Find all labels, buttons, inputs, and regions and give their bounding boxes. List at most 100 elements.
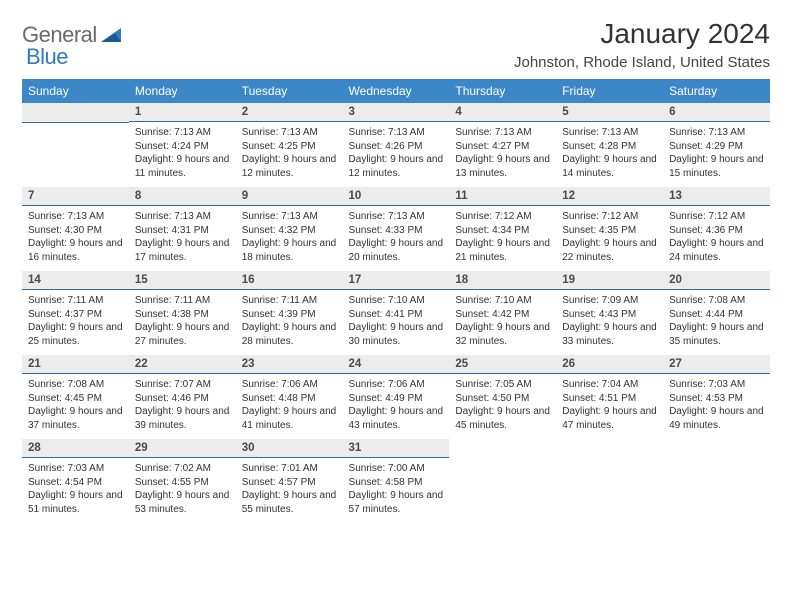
- calendar-cell: 8Sunrise: 7:13 AMSunset: 4:31 PMDaylight…: [129, 187, 236, 271]
- day-number: 1: [129, 103, 236, 122]
- calendar-cell: 20Sunrise: 7:08 AMSunset: 4:44 PMDayligh…: [663, 271, 770, 355]
- day-content: Sunrise: 7:00 AMSunset: 4:58 PMDaylight:…: [343, 458, 450, 518]
- calendar-cell: 13Sunrise: 7:12 AMSunset: 4:36 PMDayligh…: [663, 187, 770, 271]
- calendar-cell: 18Sunrise: 7:10 AMSunset: 4:42 PMDayligh…: [449, 271, 556, 355]
- calendar-cell: 1Sunrise: 7:13 AMSunset: 4:24 PMDaylight…: [129, 103, 236, 187]
- calendar-body: 1Sunrise: 7:13 AMSunset: 4:24 PMDaylight…: [22, 103, 770, 523]
- calendar-row: 28Sunrise: 7:03 AMSunset: 4:54 PMDayligh…: [22, 439, 770, 523]
- calendar-cell: 11Sunrise: 7:12 AMSunset: 4:34 PMDayligh…: [449, 187, 556, 271]
- day-content: Sunrise: 7:13 AMSunset: 4:33 PMDaylight:…: [343, 206, 450, 266]
- weekday-header: Wednesday: [343, 79, 450, 103]
- weekday-header: Saturday: [663, 79, 770, 103]
- calendar-cell: 10Sunrise: 7:13 AMSunset: 4:33 PMDayligh…: [343, 187, 450, 271]
- day-content: Sunrise: 7:11 AMSunset: 4:37 PMDaylight:…: [22, 290, 129, 350]
- day-content: Sunrise: 7:03 AMSunset: 4:54 PMDaylight:…: [22, 458, 129, 518]
- day-content: Sunrise: 7:01 AMSunset: 4:57 PMDaylight:…: [236, 458, 343, 518]
- day-content: Sunrise: 7:08 AMSunset: 4:45 PMDaylight:…: [22, 374, 129, 434]
- day-content: Sunrise: 7:03 AMSunset: 4:53 PMDaylight:…: [663, 374, 770, 434]
- calendar-cell: 9Sunrise: 7:13 AMSunset: 4:32 PMDaylight…: [236, 187, 343, 271]
- calendar-cell: 27Sunrise: 7:03 AMSunset: 4:53 PMDayligh…: [663, 355, 770, 439]
- day-content: Sunrise: 7:12 AMSunset: 4:34 PMDaylight:…: [449, 206, 556, 266]
- day-number: 9: [236, 187, 343, 206]
- calendar-row: 7Sunrise: 7:13 AMSunset: 4:30 PMDaylight…: [22, 187, 770, 271]
- title-block: January 2024 Johnston, Rhode Island, Uni…: [514, 18, 770, 71]
- calendar-cell: 4Sunrise: 7:13 AMSunset: 4:27 PMDaylight…: [449, 103, 556, 187]
- day-content: Sunrise: 7:13 AMSunset: 4:31 PMDaylight:…: [129, 206, 236, 266]
- calendar-cell: 2Sunrise: 7:13 AMSunset: 4:25 PMDaylight…: [236, 103, 343, 187]
- day-content: Sunrise: 7:12 AMSunset: 4:35 PMDaylight:…: [556, 206, 663, 266]
- day-number: 11: [449, 187, 556, 206]
- logo-triangle-icon: [101, 26, 123, 44]
- day-content: Sunrise: 7:02 AMSunset: 4:55 PMDaylight:…: [129, 458, 236, 518]
- day-number: 24: [343, 355, 450, 374]
- calendar-cell: 17Sunrise: 7:10 AMSunset: 4:41 PMDayligh…: [343, 271, 450, 355]
- calendar-cell: 26Sunrise: 7:04 AMSunset: 4:51 PMDayligh…: [556, 355, 663, 439]
- day-number: 20: [663, 271, 770, 290]
- calendar-cell: 24Sunrise: 7:06 AMSunset: 4:49 PMDayligh…: [343, 355, 450, 439]
- header: General January 2024 Johnston, Rhode Isl…: [22, 18, 770, 71]
- day-number: 3: [343, 103, 450, 122]
- day-number: 26: [556, 355, 663, 374]
- calendar-cell: 14Sunrise: 7:11 AMSunset: 4:37 PMDayligh…: [22, 271, 129, 355]
- calendar-cell: 6Sunrise: 7:13 AMSunset: 4:29 PMDaylight…: [663, 103, 770, 187]
- day-content: Sunrise: 7:13 AMSunset: 4:24 PMDaylight:…: [129, 122, 236, 182]
- weekday-header: Monday: [129, 79, 236, 103]
- calendar-cell: [556, 439, 663, 523]
- location-text: Johnston, Rhode Island, United States: [514, 54, 770, 71]
- day-content: Sunrise: 7:13 AMSunset: 4:28 PMDaylight:…: [556, 122, 663, 182]
- calendar-cell: 23Sunrise: 7:06 AMSunset: 4:48 PMDayligh…: [236, 355, 343, 439]
- day-content: Sunrise: 7:04 AMSunset: 4:51 PMDaylight:…: [556, 374, 663, 434]
- calendar-cell: 3Sunrise: 7:13 AMSunset: 4:26 PMDaylight…: [343, 103, 450, 187]
- day-content: Sunrise: 7:05 AMSunset: 4:50 PMDaylight:…: [449, 374, 556, 434]
- day-number: 18: [449, 271, 556, 290]
- day-content: Sunrise: 7:07 AMSunset: 4:46 PMDaylight:…: [129, 374, 236, 434]
- weekday-header: Thursday: [449, 79, 556, 103]
- day-number: 30: [236, 439, 343, 458]
- day-content: Sunrise: 7:13 AMSunset: 4:30 PMDaylight:…: [22, 206, 129, 266]
- day-number: 28: [22, 439, 129, 458]
- day-number: 10: [343, 187, 450, 206]
- calendar-table: SundayMondayTuesdayWednesdayThursdayFrid…: [22, 79, 770, 523]
- weekday-header: Tuesday: [236, 79, 343, 103]
- calendar-row: 14Sunrise: 7:11 AMSunset: 4:37 PMDayligh…: [22, 271, 770, 355]
- day-content: Sunrise: 7:06 AMSunset: 4:49 PMDaylight:…: [343, 374, 450, 434]
- weekday-header-row: SundayMondayTuesdayWednesdayThursdayFrid…: [22, 79, 770, 103]
- day-content: Sunrise: 7:11 AMSunset: 4:38 PMDaylight:…: [129, 290, 236, 350]
- calendar-cell: 22Sunrise: 7:07 AMSunset: 4:46 PMDayligh…: [129, 355, 236, 439]
- calendar-cell: 19Sunrise: 7:09 AMSunset: 4:43 PMDayligh…: [556, 271, 663, 355]
- calendar-cell: 30Sunrise: 7:01 AMSunset: 4:57 PMDayligh…: [236, 439, 343, 523]
- day-number: 17: [343, 271, 450, 290]
- calendar-cell: 28Sunrise: 7:03 AMSunset: 4:54 PMDayligh…: [22, 439, 129, 523]
- day-number: 27: [663, 355, 770, 374]
- day-content: Sunrise: 7:13 AMSunset: 4:25 PMDaylight:…: [236, 122, 343, 182]
- calendar-cell: 5Sunrise: 7:13 AMSunset: 4:28 PMDaylight…: [556, 103, 663, 187]
- day-number: 2: [236, 103, 343, 122]
- calendar-cell: [449, 439, 556, 523]
- day-number: 15: [129, 271, 236, 290]
- weekday-header: Sunday: [22, 79, 129, 103]
- calendar-cell: 12Sunrise: 7:12 AMSunset: 4:35 PMDayligh…: [556, 187, 663, 271]
- day-content: Sunrise: 7:10 AMSunset: 4:41 PMDaylight:…: [343, 290, 450, 350]
- calendar-cell: 29Sunrise: 7:02 AMSunset: 4:55 PMDayligh…: [129, 439, 236, 523]
- logo-sub: Blue: [26, 44, 68, 70]
- day-content: Sunrise: 7:13 AMSunset: 4:27 PMDaylight:…: [449, 122, 556, 182]
- day-number: 13: [663, 187, 770, 206]
- day-content: Sunrise: 7:13 AMSunset: 4:29 PMDaylight:…: [663, 122, 770, 182]
- calendar-row: 1Sunrise: 7:13 AMSunset: 4:24 PMDaylight…: [22, 103, 770, 187]
- calendar-row: 21Sunrise: 7:08 AMSunset: 4:45 PMDayligh…: [22, 355, 770, 439]
- day-number: 8: [129, 187, 236, 206]
- day-content: Sunrise: 7:13 AMSunset: 4:32 PMDaylight:…: [236, 206, 343, 266]
- calendar-cell: 25Sunrise: 7:05 AMSunset: 4:50 PMDayligh…: [449, 355, 556, 439]
- day-number: 12: [556, 187, 663, 206]
- day-number: 4: [449, 103, 556, 122]
- calendar-cell: 16Sunrise: 7:11 AMSunset: 4:39 PMDayligh…: [236, 271, 343, 355]
- day-number: 6: [663, 103, 770, 122]
- day-number: 21: [22, 355, 129, 374]
- calendar-cell: 15Sunrise: 7:11 AMSunset: 4:38 PMDayligh…: [129, 271, 236, 355]
- day-content: Sunrise: 7:09 AMSunset: 4:43 PMDaylight:…: [556, 290, 663, 350]
- day-content: Sunrise: 7:12 AMSunset: 4:36 PMDaylight:…: [663, 206, 770, 266]
- empty-day-header: [22, 103, 129, 123]
- day-number: 31: [343, 439, 450, 458]
- day-content: Sunrise: 7:11 AMSunset: 4:39 PMDaylight:…: [236, 290, 343, 350]
- logo-text-blue: Blue: [26, 44, 68, 69]
